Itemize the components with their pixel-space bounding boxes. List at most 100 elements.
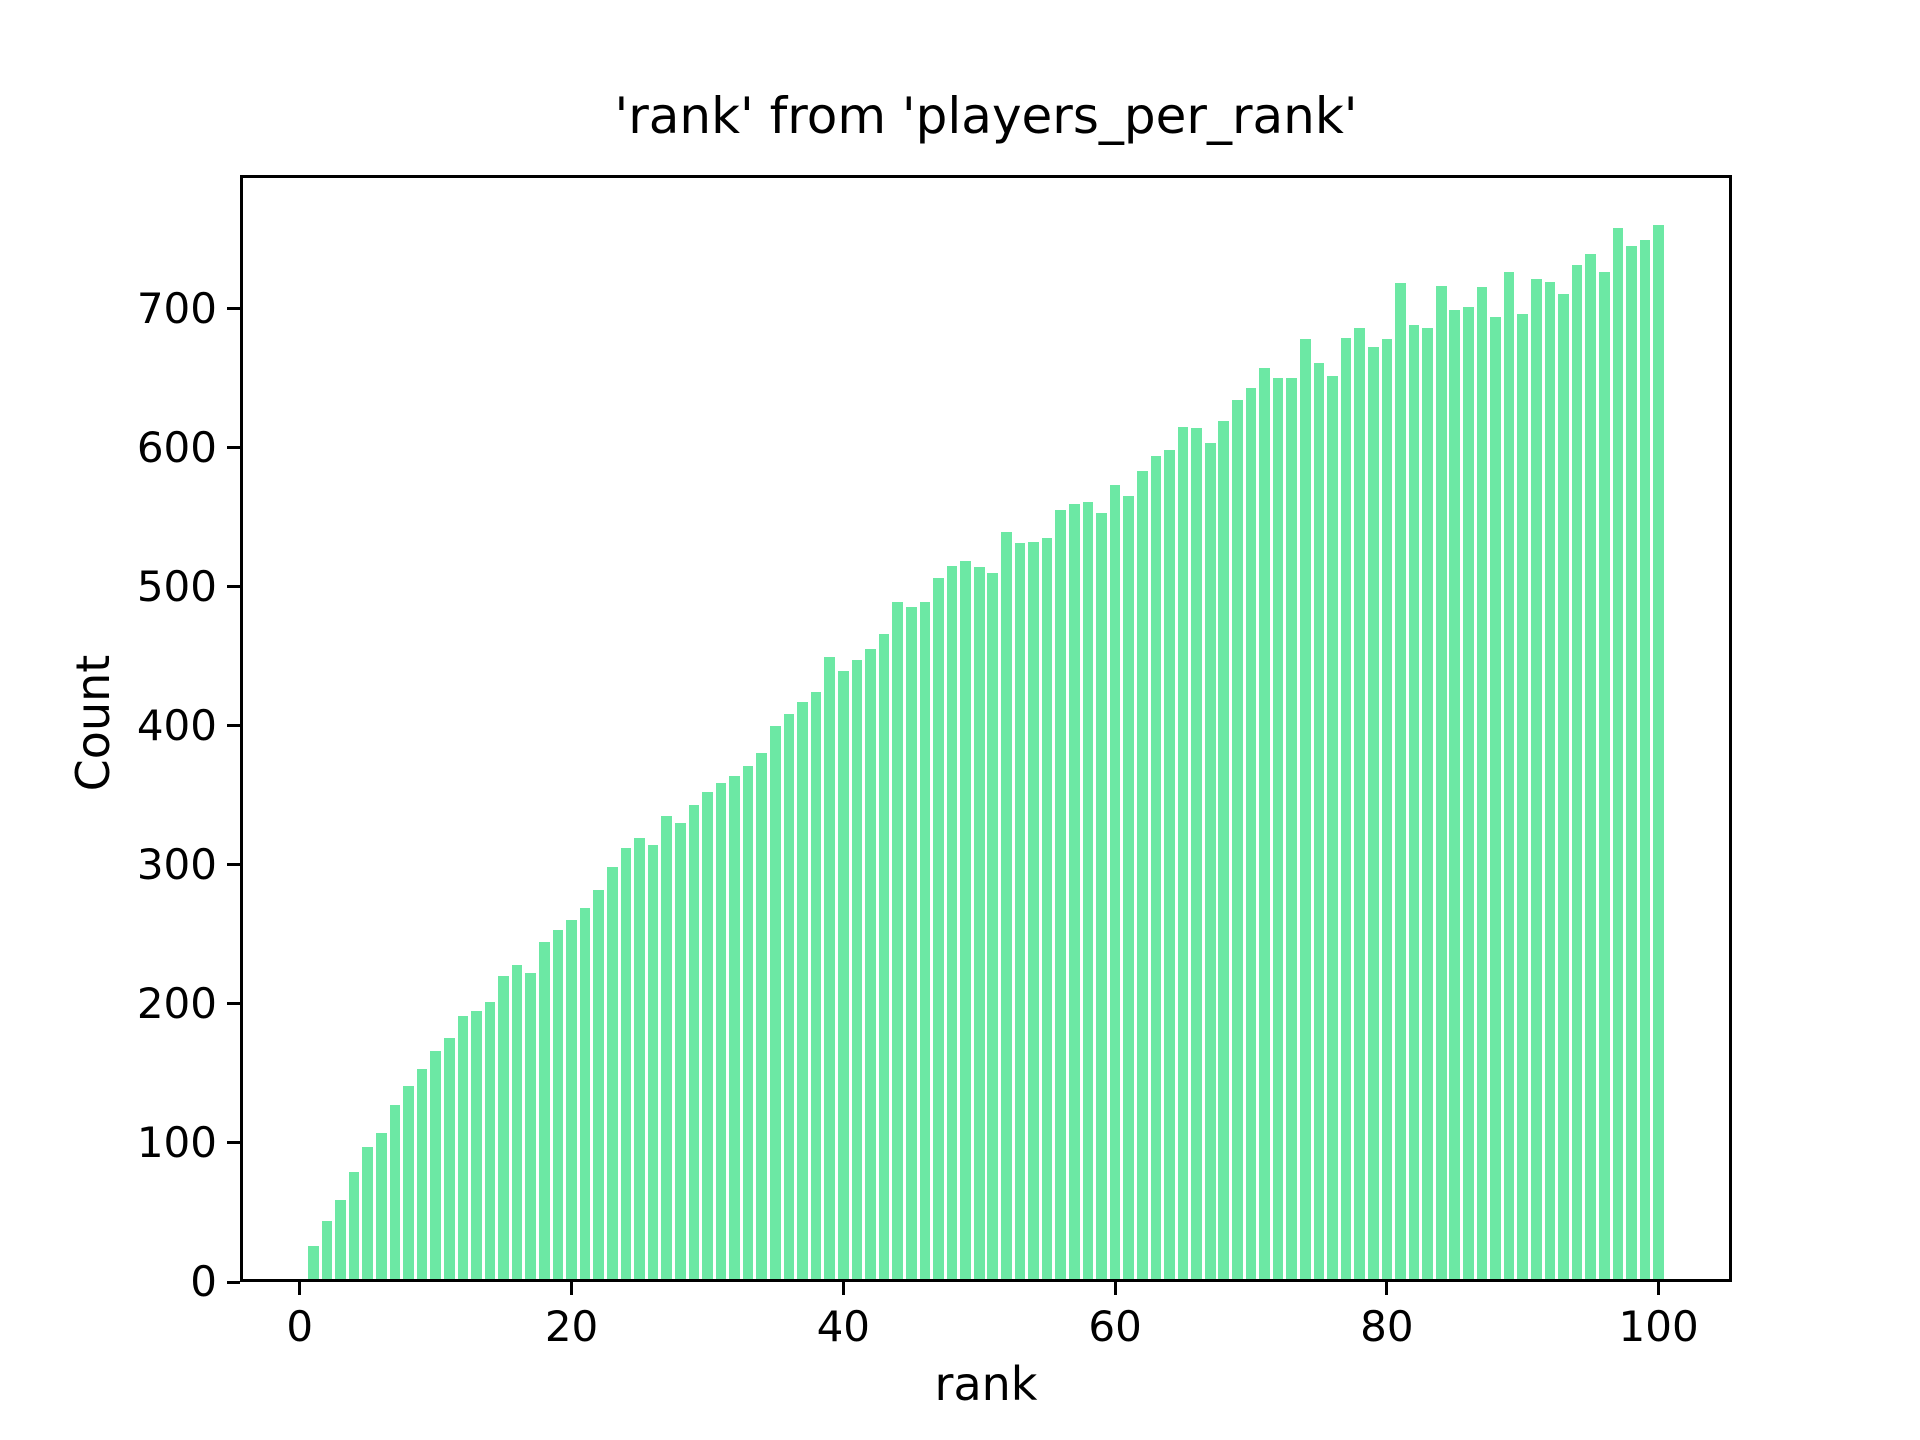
x-tick-label: 100 <box>1618 1302 1699 1351</box>
bar <box>647 845 659 1279</box>
bar <box>838 671 849 1279</box>
bar <box>797 701 808 1279</box>
bar <box>1082 501 1094 1279</box>
bar <box>1544 281 1556 1279</box>
y-tick-mark <box>227 307 240 310</box>
bar <box>1014 543 1026 1279</box>
bar <box>620 847 632 1279</box>
y-tick-label: 500 <box>136 561 217 611</box>
x-tick-label: 20 <box>544 1302 599 1351</box>
bar <box>1245 387 1257 1279</box>
bar <box>471 1010 482 1279</box>
bar <box>960 561 971 1279</box>
bar <box>1204 443 1216 1279</box>
x-tick-label: 0 <box>286 1302 314 1351</box>
x-axis-label: rank <box>934 1357 1038 1411</box>
bar <box>1463 306 1474 1279</box>
bar <box>389 1105 401 1279</box>
y-tick-mark <box>227 1002 240 1006</box>
bar <box>376 1132 387 1279</box>
bar <box>593 889 605 1279</box>
bar <box>1340 337 1352 1279</box>
bar <box>1598 272 1610 1279</box>
y-tick-label: 300 <box>136 839 217 889</box>
bar <box>511 964 523 1279</box>
bar <box>1150 455 1162 1279</box>
bar <box>1313 362 1325 1279</box>
y-tick-label: 700 <box>136 283 217 333</box>
bar <box>892 601 903 1279</box>
bar <box>1395 283 1406 1279</box>
bar <box>1531 279 1542 1279</box>
bar <box>783 714 795 1279</box>
x-tick-mark <box>298 1282 302 1295</box>
bar <box>1136 471 1148 1279</box>
bar <box>973 566 985 1279</box>
y-tick-label: 0 <box>190 1257 217 1306</box>
bar <box>756 753 768 1279</box>
bar <box>1653 224 1664 1279</box>
bar <box>1626 245 1637 1279</box>
x-tick-label: 80 <box>1360 1302 1414 1351</box>
bar <box>1367 347 1379 1279</box>
bar <box>1558 294 1569 1279</box>
bar <box>810 692 822 1279</box>
bar <box>1272 377 1284 1279</box>
bar <box>1259 368 1270 1279</box>
y-tick-mark <box>227 863 240 867</box>
bar <box>335 1199 346 1279</box>
bar <box>824 657 836 1279</box>
bar <box>1286 377 1298 1279</box>
bar <box>878 633 890 1279</box>
bar <box>1354 327 1365 1279</box>
bar <box>1517 313 1529 1279</box>
bar <box>1422 327 1433 1279</box>
bar <box>403 1085 414 1279</box>
bar <box>1096 512 1107 1279</box>
bar <box>1300 338 1311 1279</box>
bar <box>1639 240 1651 1279</box>
y-tick-label: 200 <box>136 978 217 1028</box>
bar <box>1435 286 1447 1279</box>
bar <box>770 725 781 1279</box>
bar <box>1191 427 1202 1279</box>
bar <box>552 929 564 1279</box>
bar <box>702 792 713 1279</box>
bar <box>1327 376 1338 1279</box>
bar <box>1123 496 1134 1279</box>
x-tick-label: 40 <box>816 1302 871 1351</box>
bar <box>865 649 876 1279</box>
bar <box>348 1171 360 1279</box>
bar <box>742 765 754 1279</box>
plot-area <box>240 175 1732 1282</box>
bar <box>688 804 700 1279</box>
bar <box>1585 254 1596 1279</box>
bar <box>362 1146 374 1279</box>
bar <box>1232 400 1243 1279</box>
bar <box>919 601 931 1279</box>
chart-title: 'rank' from 'players_per_rank' <box>614 87 1358 145</box>
bar <box>634 838 645 1279</box>
y-tick-mark <box>227 1141 240 1145</box>
y-tick-label: 400 <box>136 700 217 750</box>
bar <box>674 822 686 1279</box>
bar <box>729 775 740 1279</box>
bar <box>1041 537 1053 1279</box>
bar <box>987 572 999 1279</box>
x-tick-mark <box>841 1282 845 1295</box>
bar <box>1381 338 1393 1279</box>
y-tick-label: 600 <box>136 422 217 472</box>
bar <box>1218 420 1230 1279</box>
bar <box>566 920 577 1279</box>
bar <box>457 1016 469 1279</box>
bar <box>1028 541 1039 1279</box>
y-tick-mark <box>227 446 240 450</box>
bar <box>1177 426 1189 1279</box>
bar <box>498 975 509 1279</box>
bar <box>416 1069 428 1279</box>
bar <box>1503 272 1515 1279</box>
bar <box>1490 316 1501 1279</box>
bar <box>1449 309 1461 1279</box>
bar <box>1001 532 1012 1279</box>
